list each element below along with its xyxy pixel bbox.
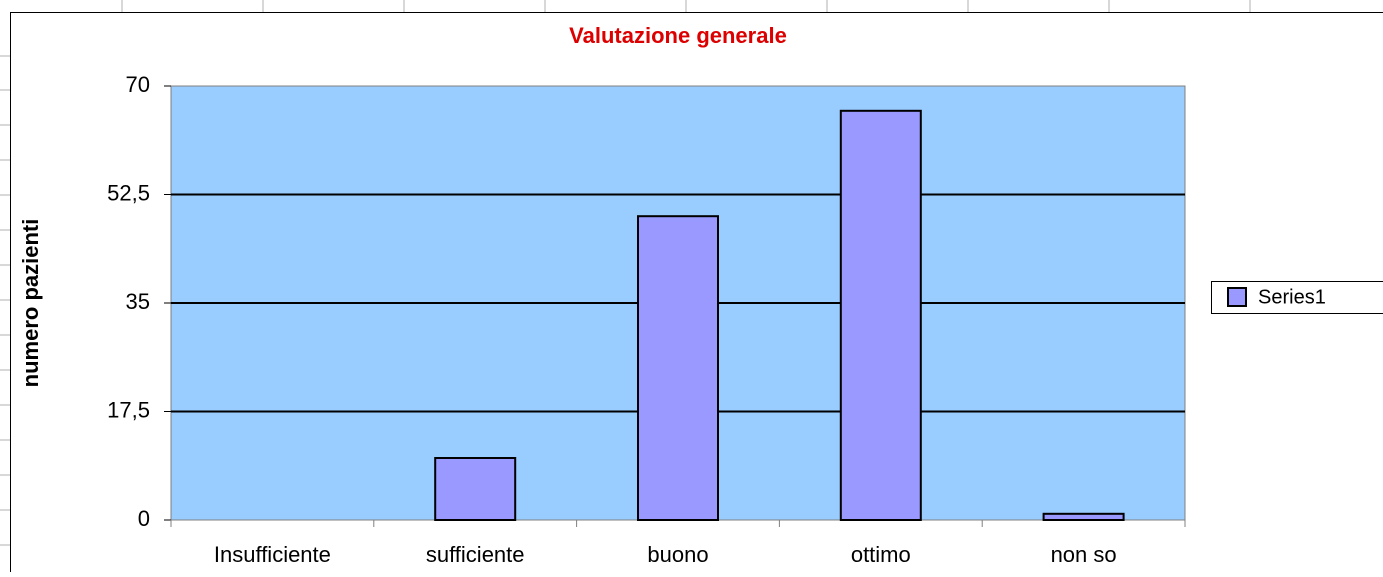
bar: [435, 458, 515, 520]
legend-label: Series1: [1258, 286, 1326, 308]
y-tick-label: 52,5: [107, 180, 150, 205]
x-tick-label: sufficiente: [426, 542, 525, 567]
x-tick-label: Insufficiente: [214, 542, 331, 567]
bar: [638, 216, 718, 520]
y-axis-title: numero pazienti: [18, 219, 43, 388]
x-tick-label: ottimo: [851, 542, 911, 567]
y-tick-label: 17,5: [107, 397, 150, 422]
y-tick-label: 35: [126, 289, 150, 314]
bar: [841, 111, 921, 520]
legend-swatch: [1228, 288, 1246, 306]
x-tick-label: buono: [647, 542, 708, 567]
chart-title: Valutazione generale: [569, 23, 787, 48]
y-tick-label: 0: [138, 506, 150, 531]
x-tick-label: non so: [1051, 542, 1117, 567]
legend: Series1: [1212, 282, 1383, 314]
bar: [1044, 514, 1124, 520]
y-tick-label: 70: [126, 72, 150, 97]
